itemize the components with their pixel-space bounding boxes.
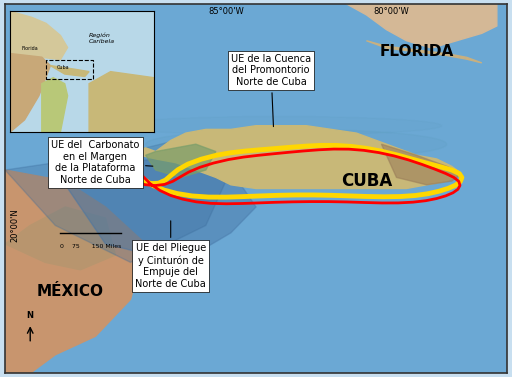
Polygon shape	[10, 11, 68, 60]
Polygon shape	[346, 4, 497, 48]
Polygon shape	[136, 126, 462, 188]
Text: 19°00'N: 19°00'N	[10, 90, 19, 124]
Polygon shape	[42, 78, 68, 132]
Text: 20°00'N: 20°00'N	[10, 208, 19, 242]
Text: MÉXICO: MÉXICO	[37, 285, 104, 299]
Polygon shape	[145, 144, 216, 178]
Polygon shape	[89, 72, 154, 132]
Text: FLORIDA: FLORIDA	[379, 44, 454, 59]
Polygon shape	[381, 144, 462, 185]
Ellipse shape	[116, 116, 442, 135]
Text: UE del  Carbonato
en el Margen
de la Plataforma
Norte de Cuba: UE del Carbonato en el Margen de la Plat…	[51, 140, 153, 185]
Text: Región
Caribela: Región Caribela	[89, 32, 115, 43]
Text: 0    75      150 Miles: 0 75 150 Miles	[60, 244, 121, 249]
Polygon shape	[5, 207, 116, 270]
Text: Florida: Florida	[22, 46, 39, 51]
Polygon shape	[5, 133, 231, 262]
Text: Cuba: Cuba	[57, 65, 70, 70]
Polygon shape	[55, 159, 256, 262]
Text: UE de la Cuenca
del Promontorio
Norte de Cuba: UE de la Cuenca del Promontorio Norte de…	[231, 54, 311, 127]
Polygon shape	[10, 54, 50, 132]
Text: N: N	[27, 311, 34, 320]
Text: 85°00'W: 85°00'W	[208, 8, 244, 17]
Polygon shape	[50, 66, 89, 77]
Polygon shape	[5, 170, 145, 373]
Text: UE del Pliegue
y Cinturón de
Empuje del
Norte de Cuba: UE del Pliegue y Cinturón de Empuje del …	[135, 221, 206, 289]
Text: 80°00'W: 80°00'W	[374, 8, 410, 17]
Polygon shape	[367, 41, 482, 63]
Ellipse shape	[145, 129, 446, 159]
Text: CUBA: CUBA	[341, 172, 392, 190]
